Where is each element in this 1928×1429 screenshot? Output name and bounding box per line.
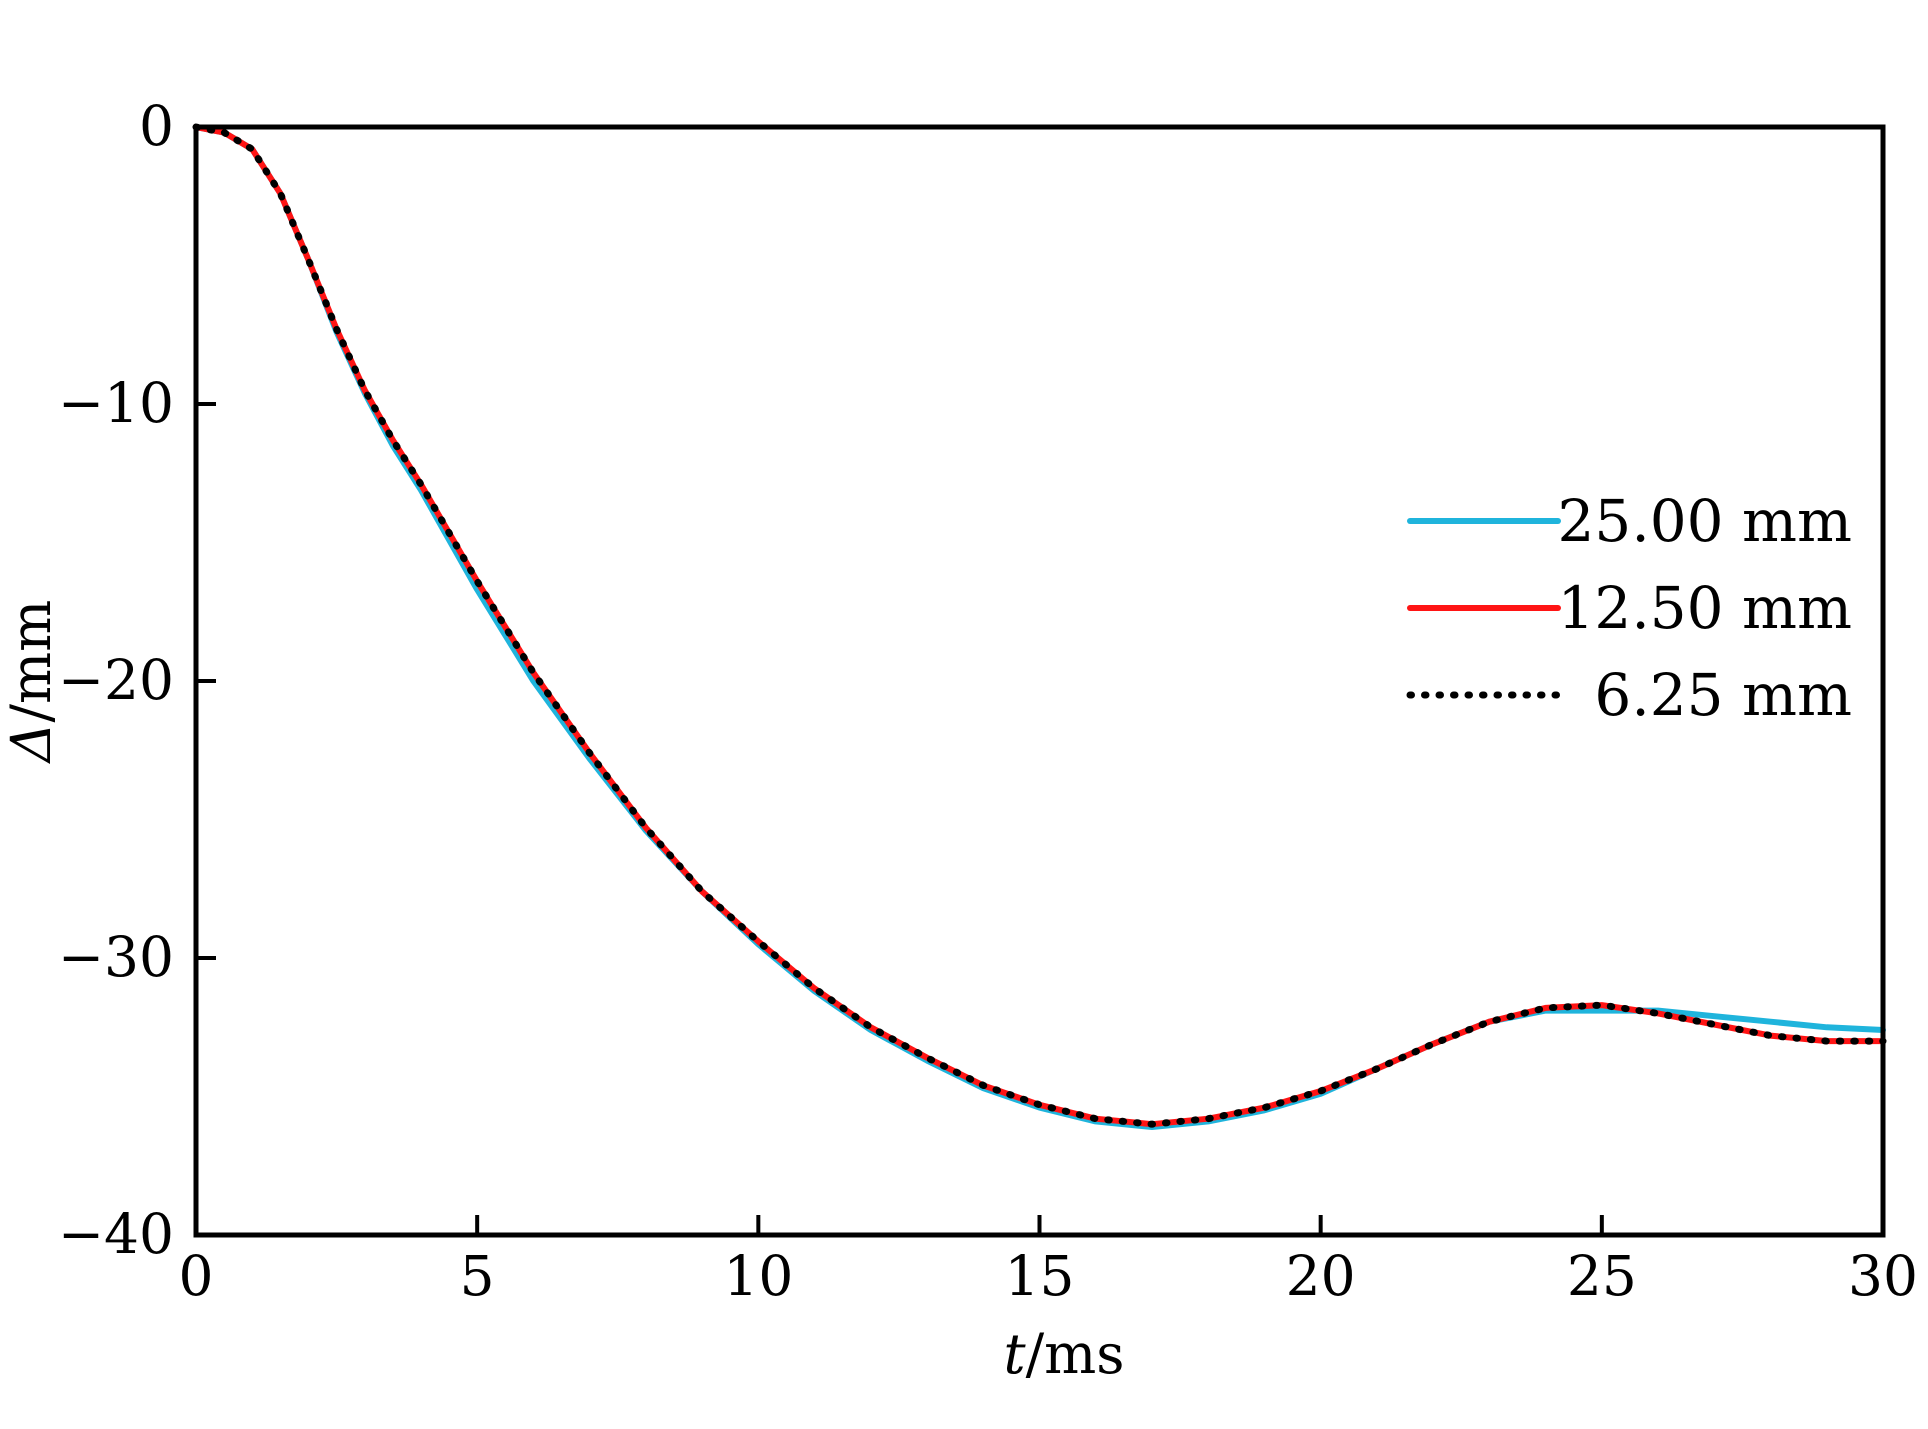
y-tick-label: −30 <box>58 925 174 989</box>
x-tick-label: 30 <box>1848 1244 1918 1308</box>
x-tick-label: 25 <box>1567 1244 1637 1308</box>
y-tick-label: 0 <box>139 94 174 158</box>
x-tick-label: 0 <box>179 1244 214 1308</box>
x-tick-label: 10 <box>723 1244 793 1308</box>
tick-label-layer: 0 5 10 15 20 25 30 0 −10 −20 −30 −40 <box>58 94 1918 1308</box>
x-tick-label: 20 <box>1286 1244 1356 1308</box>
y-tick-label: −20 <box>58 648 174 712</box>
x-tick-label: 5 <box>460 1244 495 1308</box>
legend-label-2: 12.50 mm <box>1558 574 1852 642</box>
x-tick-label: 15 <box>1005 1244 1075 1308</box>
x-axis-title: t/ms <box>1003 1322 1124 1386</box>
legend-label-3: 6.25 mm <box>1594 661 1852 729</box>
y-tick-label: −40 <box>58 1202 174 1266</box>
series-line-3 <box>192 123 1887 1128</box>
y-tick-label: −10 <box>58 371 174 435</box>
series-layer <box>192 123 1887 1130</box>
tick-layer <box>194 125 1885 1237</box>
legend-label-1: 25.00 mm <box>1558 487 1852 555</box>
y-axis-title: Δ/mm <box>0 600 63 765</box>
legend: 25.00 mm 12.50 mm 6.25 mm <box>1406 487 1852 729</box>
